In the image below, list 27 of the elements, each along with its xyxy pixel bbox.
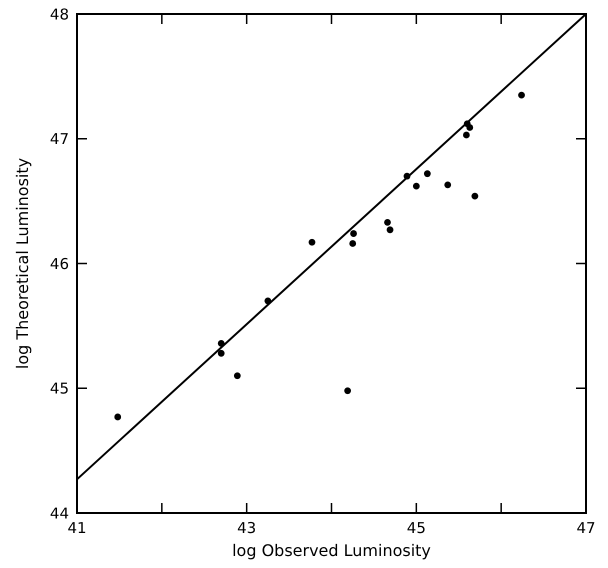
point [384,218,391,226]
point [518,92,525,98]
point [218,350,225,357]
point [412,182,420,190]
point [350,230,357,237]
x-tick-label: 43 [237,519,256,537]
point [308,238,316,246]
x-tick-label: 41 [67,519,87,537]
point [344,387,352,394]
point [463,132,470,138]
point [386,226,394,234]
y-tick-label: 44 [50,504,69,522]
point [424,170,431,178]
y-tick-label: 48 [50,5,69,24]
point [234,372,241,380]
point [444,182,452,188]
point [471,192,478,200]
point [466,124,474,131]
x-axis-title: log Observed Luminosity [232,541,431,560]
x-tick-label: 45 [406,519,426,537]
point [349,240,356,247]
y-axis-title: log Theoretical Luminosity [13,158,32,370]
y-tick-label: 46 [50,254,69,273]
y-tick-label: 45 [50,380,69,398]
x-tick-label: 47 [576,519,596,537]
y-tick-label: 47 [50,130,69,148]
point [114,414,122,420]
